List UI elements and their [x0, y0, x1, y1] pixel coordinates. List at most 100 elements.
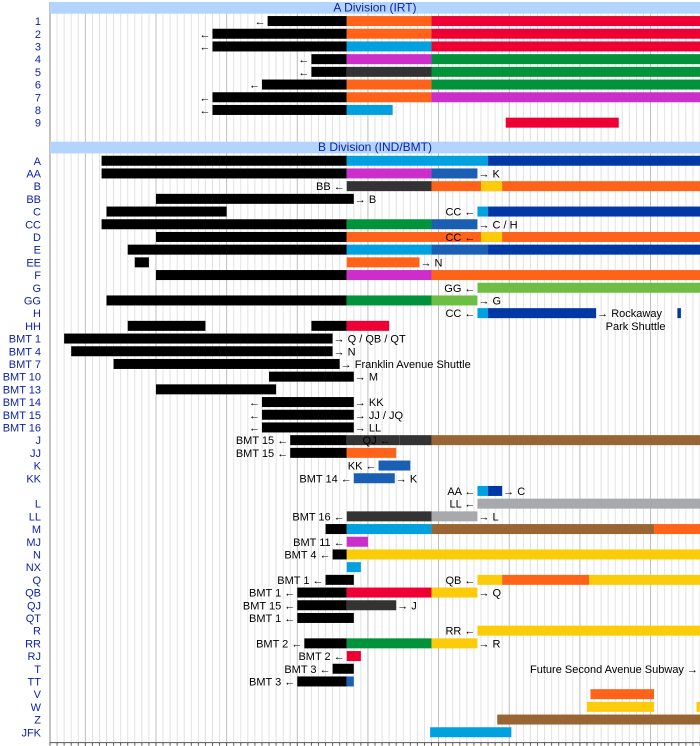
annotation-label: BMT 15 ←: [243, 600, 295, 612]
service-bar: [212, 92, 347, 103]
annotation-label: BMT 15 ←: [236, 448, 288, 460]
service-bar: [346, 600, 397, 611]
annotation-label: QJ ←: [363, 435, 391, 447]
row-label: A: [34, 156, 42, 168]
annotation-label: ←: [200, 41, 211, 53]
row-label: BMT 13: [3, 384, 41, 396]
service-bar: [155, 193, 354, 204]
section-header-label: B Division (IND/BMT): [318, 140, 432, 154]
service-bar: [106, 206, 227, 217]
service-bar: [488, 485, 503, 496]
service-bar: [488, 308, 597, 319]
service-bar: [346, 231, 700, 242]
annotation-label: BMT 4 ←: [284, 549, 330, 561]
annotation-label: → C / H: [478, 219, 517, 231]
row-label: QJ: [27, 600, 41, 612]
annotation-label: → N: [334, 346, 356, 358]
service-bar: [346, 295, 432, 306]
row-label: R: [33, 626, 41, 638]
service-bar: [106, 295, 347, 306]
service-bar: [399, 435, 432, 446]
row-label: V: [34, 689, 42, 701]
service-bar: [477, 625, 700, 636]
annotation-label: BMT 1 ←: [249, 588, 295, 600]
annotation-label: ←: [249, 397, 260, 409]
row-label: KK: [26, 473, 41, 485]
row-label: W: [31, 702, 42, 714]
service-bar: [332, 663, 354, 674]
row-label: QT: [26, 613, 42, 625]
service-bar: [311, 66, 347, 77]
service-bar: [346, 41, 432, 52]
row-label: JJ: [30, 448, 41, 460]
section-header-label: A Division (IRT): [333, 1, 416, 15]
row-label: HH: [25, 321, 41, 333]
annotation-label: → Q / QB / QT: [334, 334, 406, 346]
service-bar: [589, 574, 700, 585]
annotation-label: BMT 3 ←: [249, 676, 295, 688]
annotation-label: Future Second Avenue Subway →: [530, 664, 698, 676]
service-bar: [346, 651, 361, 662]
service-bar: [353, 473, 395, 484]
service-bar: [502, 574, 590, 585]
service-bar: [346, 587, 432, 598]
annotation-label: BMT 1 ←: [249, 613, 295, 625]
annotation-label: BMT 2 ←: [298, 651, 344, 663]
row-label: AA: [26, 168, 41, 180]
service-bar: [212, 41, 347, 52]
row-label: RR: [25, 638, 41, 650]
annotations: ←←←←←←←←→ KBB ←→ BCC ←→ C / HCC ←→ NGG ←…: [200, 16, 699, 688]
row-label: 3: [35, 41, 41, 53]
service-bar: [325, 574, 354, 585]
service-bar: [431, 524, 655, 535]
service-bar: [431, 66, 700, 77]
annotation-label: BMT 3 ←: [284, 664, 330, 676]
service-bar: [261, 79, 347, 90]
service-bar: [477, 485, 489, 496]
row-label: EE: [26, 257, 41, 269]
annotation-label: ←: [200, 29, 211, 41]
service-bar: [431, 638, 478, 649]
annotation-label: → K: [396, 473, 418, 485]
service-bar: [127, 320, 206, 331]
service-bar: [346, 155, 489, 166]
row-label: LL: [29, 511, 41, 523]
annotation-label: CC ←: [445, 207, 475, 219]
service-bar: [590, 689, 655, 700]
row-label: MJ: [26, 537, 41, 549]
service-bar: [346, 104, 393, 115]
annotation-label: BMT 11 ←: [293, 537, 345, 549]
section-header-bar: [50, 141, 700, 154]
annotation-label: QB ←: [445, 575, 475, 587]
row-label: 7: [35, 92, 41, 104]
service-bar: [431, 16, 700, 27]
annotation-label: ←: [298, 54, 309, 66]
service-bar: [477, 308, 489, 319]
row-label: J: [36, 435, 42, 447]
service-bar: [431, 54, 700, 65]
row-label: QB: [25, 588, 41, 600]
row-label: 2: [35, 29, 41, 41]
annotation-label: BMT 14 ←: [299, 473, 351, 485]
service-bar: [346, 435, 400, 446]
service-bar: [477, 282, 700, 293]
annotation-label: → L: [478, 511, 498, 523]
service-bar: [332, 549, 347, 560]
service-bar: [677, 308, 681, 319]
row-label: BMT 10: [3, 372, 41, 384]
service-bar: [346, 92, 432, 103]
row-label: L: [35, 499, 41, 511]
row-label: NX: [26, 562, 42, 574]
service-bar: [304, 638, 347, 649]
service-bar: [346, 244, 432, 255]
service-bar: [431, 219, 478, 230]
service-bar: [431, 181, 700, 192]
annotation-label: ←: [298, 67, 309, 79]
service-bar: [290, 447, 347, 458]
service-bar: [431, 92, 700, 103]
annotation-label: BMT 1 ←: [277, 575, 323, 587]
annotation-label: → K: [478, 168, 500, 180]
row-label: BB: [26, 194, 41, 206]
annotation-label: LL ←: [450, 499, 476, 511]
